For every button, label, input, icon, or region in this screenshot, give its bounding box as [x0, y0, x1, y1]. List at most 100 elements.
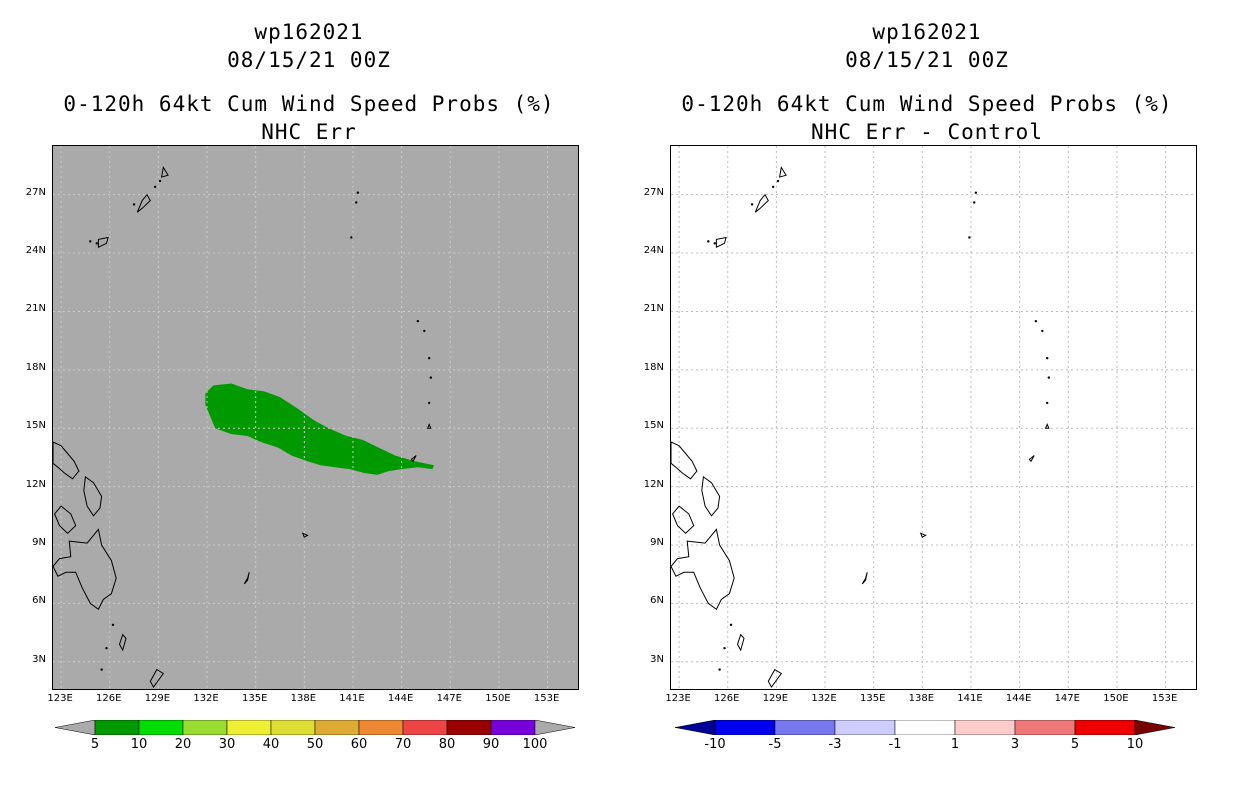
colorbar-label: 50 — [306, 737, 324, 752]
map-plot — [52, 145, 579, 690]
coastline — [53, 441, 80, 480]
probability-shaded-region — [205, 383, 435, 475]
colorbar-segment — [182, 720, 228, 735]
coastline — [118, 633, 127, 652]
lat-label: 27N — [643, 186, 664, 198]
coastlines — [671, 166, 1051, 689]
colorbar-segment — [314, 720, 360, 735]
coastline — [243, 572, 250, 585]
lon-label: 126E — [96, 693, 122, 704]
plot-title: 0-120h 64kt Cum Wind Speed Probs (%) — [681, 92, 1173, 116]
lat-label: 12N — [25, 478, 46, 490]
lon-label: 150E — [485, 693, 511, 704]
island — [416, 319, 420, 323]
colorbar-segment — [1074, 720, 1136, 735]
island — [429, 376, 433, 379]
map-svg — [671, 146, 1196, 689]
island — [158, 179, 162, 183]
coastline — [919, 532, 927, 538]
island — [1034, 319, 1038, 323]
colorbar-segment — [894, 720, 956, 735]
grid-lines — [671, 146, 1196, 689]
lat-label: 24N — [25, 245, 46, 257]
colorbar-label: 10 — [130, 737, 148, 752]
colorbar-label: 70 — [394, 737, 412, 752]
colorbar-segment — [1014, 720, 1076, 735]
coastline — [701, 476, 721, 517]
island — [350, 236, 353, 239]
lon-label: 153E — [1151, 693, 1178, 704]
coastline — [301, 532, 309, 538]
colorbar-segment — [270, 720, 316, 735]
lon-label: 153E — [533, 693, 560, 704]
coastline — [97, 236, 109, 248]
colorbar — [675, 720, 1175, 735]
lon-label: 147E — [1054, 693, 1080, 704]
island — [974, 191, 978, 194]
island — [1047, 376, 1051, 379]
island — [100, 668, 103, 671]
coastline — [671, 528, 735, 611]
coastline — [736, 633, 745, 652]
storm-id: wp162021 — [872, 20, 982, 44]
colorbar-label: -10 — [704, 737, 726, 752]
lat-label: 15N — [25, 420, 46, 432]
lat-label: 24N — [643, 245, 664, 257]
lon-label: 147E — [436, 693, 462, 704]
island — [132, 203, 136, 206]
colorbar-label: 3 — [1010, 737, 1020, 752]
coastline — [83, 476, 103, 517]
lon-label: 144E — [1005, 693, 1032, 704]
colorbar-segment — [714, 720, 776, 735]
island — [713, 242, 716, 245]
colorbar-label: 30 — [218, 737, 236, 752]
lat-label: 18N — [25, 361, 46, 373]
colorbar-label: 5 — [90, 737, 100, 752]
island — [356, 191, 360, 194]
lat-label: 9N — [650, 537, 664, 549]
island — [355, 201, 358, 204]
colorbar-segment — [226, 720, 272, 735]
lat-label: 3N — [650, 653, 664, 665]
lat-label: 21N — [25, 303, 46, 315]
lon-label: 135E — [241, 693, 268, 704]
colorbar-segment — [358, 720, 404, 735]
grid-lines — [53, 146, 578, 689]
colorbar-label: -5 — [768, 737, 782, 752]
lon-label: 132E — [193, 693, 219, 704]
colorbar-label: 100 — [522, 737, 548, 752]
island — [776, 179, 780, 183]
lat-label: 6N — [650, 595, 664, 607]
map-background — [671, 146, 1196, 689]
lon-label: 123E — [665, 693, 691, 704]
coastline — [54, 505, 77, 534]
lon-label: 129E — [144, 693, 171, 704]
lon-label: 129E — [762, 693, 789, 704]
lon-label: 126E — [714, 693, 740, 704]
datetime: 08/15/21 00Z — [227, 48, 391, 72]
coastline — [160, 166, 169, 178]
island — [729, 623, 733, 627]
lat-label: 21N — [643, 303, 664, 315]
coastline — [53, 528, 117, 611]
coastline — [767, 668, 783, 689]
lat-label: 6N — [32, 595, 46, 607]
lon-label: 150E — [1103, 693, 1129, 704]
island — [111, 623, 115, 627]
island — [1045, 356, 1049, 360]
lon-label: 123E — [47, 693, 73, 704]
coastline — [1028, 455, 1035, 463]
lat-label: 27N — [25, 186, 46, 198]
colorbar-over-arrow — [534, 720, 575, 735]
island — [427, 356, 431, 360]
storm-id: wp162021 — [254, 20, 364, 44]
colorbar-segment — [774, 720, 836, 735]
colorbar-segment — [402, 720, 448, 735]
island — [105, 646, 108, 650]
lat-label: 15N — [643, 420, 664, 432]
coastline — [778, 166, 787, 178]
map-background — [53, 146, 578, 689]
colorbar-label: -1 — [888, 737, 902, 752]
colorbar-label: 10 — [1126, 737, 1144, 752]
colorbar-label: 20 — [174, 737, 192, 752]
